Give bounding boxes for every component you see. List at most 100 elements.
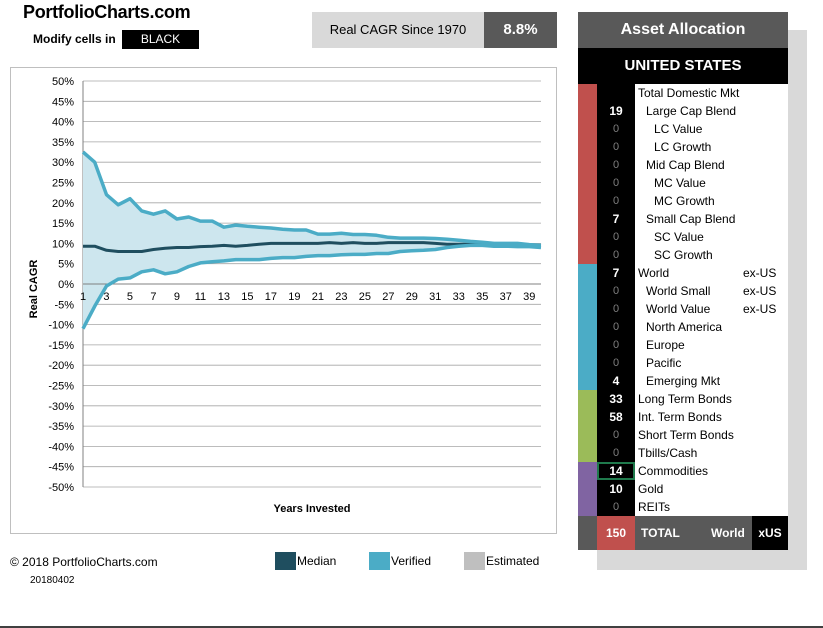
allocation-row: 0 MC Value bbox=[597, 174, 788, 192]
category-color-bar bbox=[578, 462, 597, 516]
allocation-label: World Small bbox=[646, 284, 711, 298]
y-tick-label: 40% bbox=[52, 117, 74, 129]
allocation-label: LC Value bbox=[654, 122, 703, 136]
allocation-label: Tbills/Cash bbox=[638, 446, 698, 460]
allocation-input[interactable]: 0 bbox=[597, 300, 635, 318]
allocation-input[interactable]: 7 bbox=[597, 210, 635, 228]
ex-us-label: ex-US bbox=[743, 302, 777, 316]
total-world-label: World bbox=[711, 526, 745, 540]
allocation-label: Commodities bbox=[638, 464, 709, 478]
panel-title: Asset Allocation bbox=[578, 12, 788, 48]
allocation-row: 0 Tbills/Cash bbox=[597, 444, 788, 462]
allocation-row: 0 LC Growth bbox=[597, 138, 788, 156]
allocation-row: 0 SC Value bbox=[597, 228, 788, 246]
x-tick-label: 25 bbox=[359, 291, 371, 303]
allocation-row: 58 Int. Term Bonds bbox=[597, 408, 788, 426]
y-tick-label: -35% bbox=[48, 421, 74, 433]
y-tick-label: 15% bbox=[52, 218, 74, 230]
y-tick-label: 30% bbox=[52, 157, 74, 169]
y-tick-label: -40% bbox=[48, 441, 74, 453]
x-tick-label: 3 bbox=[103, 291, 109, 303]
y-tick-label: -25% bbox=[48, 381, 74, 393]
allocation-input[interactable]: 58 bbox=[597, 408, 635, 426]
allocation-row: 0 Short Term Bonds bbox=[597, 426, 788, 444]
category-color-bar bbox=[578, 390, 597, 462]
allocation-input[interactable]: 0 bbox=[597, 282, 635, 300]
y-axis-label: Real CAGR bbox=[28, 260, 40, 319]
allocation-input[interactable]: 7 bbox=[597, 264, 635, 282]
y-tick-label: -10% bbox=[48, 320, 74, 332]
allocation-label: Small Cap Blend bbox=[646, 212, 736, 226]
chart-frame bbox=[10, 67, 557, 534]
allocation-row: 0 World Small ex-US bbox=[597, 282, 788, 300]
allocation-input[interactable]: 0 bbox=[597, 498, 635, 516]
allocation-label: Short Term Bonds bbox=[638, 428, 734, 442]
x-tick-label: 1 bbox=[80, 291, 86, 303]
allocation-input[interactable]: 0 bbox=[597, 138, 635, 156]
allocation-row: 33 Long Term Bonds bbox=[597, 390, 788, 408]
x-tick-label: 37 bbox=[500, 291, 512, 303]
allocation-row: 0 North America bbox=[597, 318, 788, 336]
allocation-input[interactable]: 0 bbox=[597, 354, 635, 372]
country-selector[interactable]: UNITED STATES bbox=[578, 48, 788, 84]
allocation-input[interactable]: 4 bbox=[597, 372, 635, 390]
modify-color-cell: BLACK bbox=[122, 30, 199, 49]
allocation-row: 0 World Value ex-US bbox=[597, 300, 788, 318]
allocation-label: MC Value bbox=[654, 176, 706, 190]
allocation-input[interactable] bbox=[597, 84, 635, 102]
y-tick-label: 0% bbox=[58, 279, 74, 291]
cagr-value: 8.8% bbox=[484, 12, 557, 48]
x-tick-label: 23 bbox=[335, 291, 347, 303]
x-tick-label: 11 bbox=[195, 291, 206, 303]
allocation-row: 0 Europe bbox=[597, 336, 788, 354]
allocation-input[interactable]: 0 bbox=[597, 444, 635, 462]
allocation-input[interactable]: 0 bbox=[597, 228, 635, 246]
allocation-input[interactable]: 0 bbox=[597, 246, 635, 264]
x-tick-label: 27 bbox=[382, 291, 394, 303]
total-value: 150 bbox=[597, 516, 635, 550]
allocation-input[interactable]: 0 bbox=[597, 426, 635, 444]
allocation-input[interactable]: 19 bbox=[597, 102, 635, 120]
legend-estimated-swatch bbox=[464, 552, 485, 570]
x-tick-label: 29 bbox=[406, 291, 418, 303]
x-tick-label: 21 bbox=[312, 291, 324, 303]
allocation-row: 14 Commodities bbox=[597, 462, 788, 480]
allocation-label: LC Growth bbox=[654, 140, 712, 154]
allocation-label: Large Cap Blend bbox=[646, 104, 737, 118]
allocation-row: 0 MC Growth bbox=[597, 192, 788, 210]
allocation-input[interactable]: 10 bbox=[597, 480, 635, 498]
ex-us-label: ex-US bbox=[743, 284, 777, 298]
copyright: © 2018 PortfolioCharts.com bbox=[10, 555, 158, 569]
allocation-input[interactable]: 0 bbox=[597, 156, 635, 174]
max-series-line bbox=[81, 150, 542, 248]
allocation-label: MC Growth bbox=[654, 194, 715, 208]
allocation-label: REITs bbox=[638, 500, 671, 514]
x-tick-label: 17 bbox=[265, 291, 277, 303]
cagr-chart: 50% 45% 40% 35% 30% 25% 20% 15% 10% 5% 0% -5% -10% -1… bbox=[28, 76, 542, 515]
allocation-input[interactable]: 14 bbox=[597, 462, 635, 480]
y-tick-label: 20% bbox=[52, 198, 74, 210]
allocation-label: SC Value bbox=[654, 230, 704, 244]
y-tick-label: -15% bbox=[48, 340, 74, 352]
legend-verified-label: Verified bbox=[391, 554, 432, 568]
x-tick-label: 39 bbox=[523, 291, 535, 303]
allocation-label: Mid Cap Blend bbox=[646, 158, 725, 172]
y-tick-label: -20% bbox=[48, 360, 74, 372]
x-tick-label: 7 bbox=[150, 291, 156, 303]
legend-estimated-label: Estimated bbox=[486, 554, 540, 568]
legend-median-swatch bbox=[275, 552, 296, 570]
allocation-input[interactable]: 33 bbox=[597, 390, 635, 408]
allocation-row: 7 Small Cap Blend bbox=[597, 210, 788, 228]
allocation-label: Total Domestic Mkt bbox=[638, 86, 740, 100]
allocation-input[interactable]: 0 bbox=[597, 120, 635, 138]
allocation-input[interactable]: 0 bbox=[597, 336, 635, 354]
brand-logo: PortfolioCharts.com bbox=[23, 2, 191, 22]
allocation-input[interactable]: 0 bbox=[597, 174, 635, 192]
cagr-label: Real CAGR Since 1970 bbox=[312, 12, 484, 48]
x-axis-label: Years Invested bbox=[273, 503, 350, 515]
y-tick-label: -5% bbox=[54, 299, 74, 311]
allocation-input[interactable]: 0 bbox=[597, 192, 635, 210]
allocation-row: 0 REITs bbox=[597, 498, 788, 516]
allocation-row: 7 World ex-US bbox=[597, 264, 788, 282]
allocation-input[interactable]: 0 bbox=[597, 318, 635, 336]
